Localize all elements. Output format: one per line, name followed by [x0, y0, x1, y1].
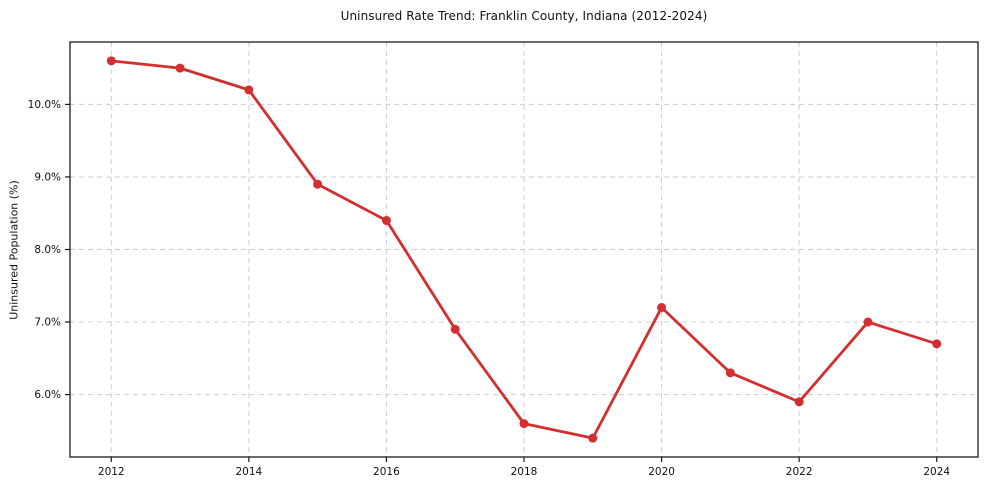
y-tick-label: 9.0% [34, 171, 61, 183]
chart-title: Uninsured Rate Trend: Franklin County, I… [340, 9, 708, 23]
data-point-2017 [450, 324, 460, 334]
y-tick-label: 8.0% [34, 244, 61, 256]
x-tick-label: 2022 [786, 466, 813, 478]
x-tick-label: 2020 [648, 466, 675, 478]
data-point-2014 [244, 85, 254, 95]
data-point-2013 [175, 63, 185, 73]
x-tick-label: 2012 [98, 466, 125, 478]
x-tick-label: 2016 [373, 466, 400, 478]
y-tick-label: 6.0% [34, 389, 61, 401]
data-point-2015 [313, 179, 323, 189]
data-point-2019 [588, 433, 598, 443]
y-tick-label: 10.0% [28, 99, 61, 111]
data-point-2020 [657, 303, 667, 313]
data-point-2012 [106, 56, 116, 66]
data-point-2018 [519, 419, 529, 429]
x-tick-label: 2018 [511, 466, 538, 478]
data-point-2024 [932, 339, 942, 349]
x-tick-label: 2024 [923, 466, 950, 478]
data-point-2022 [794, 397, 804, 407]
data-point-2021 [725, 368, 735, 378]
y-tick-label: 7.0% [34, 317, 61, 329]
data-point-2023 [863, 317, 873, 327]
data-point-2016 [381, 215, 391, 225]
x-tick-label: 2014 [235, 466, 262, 478]
